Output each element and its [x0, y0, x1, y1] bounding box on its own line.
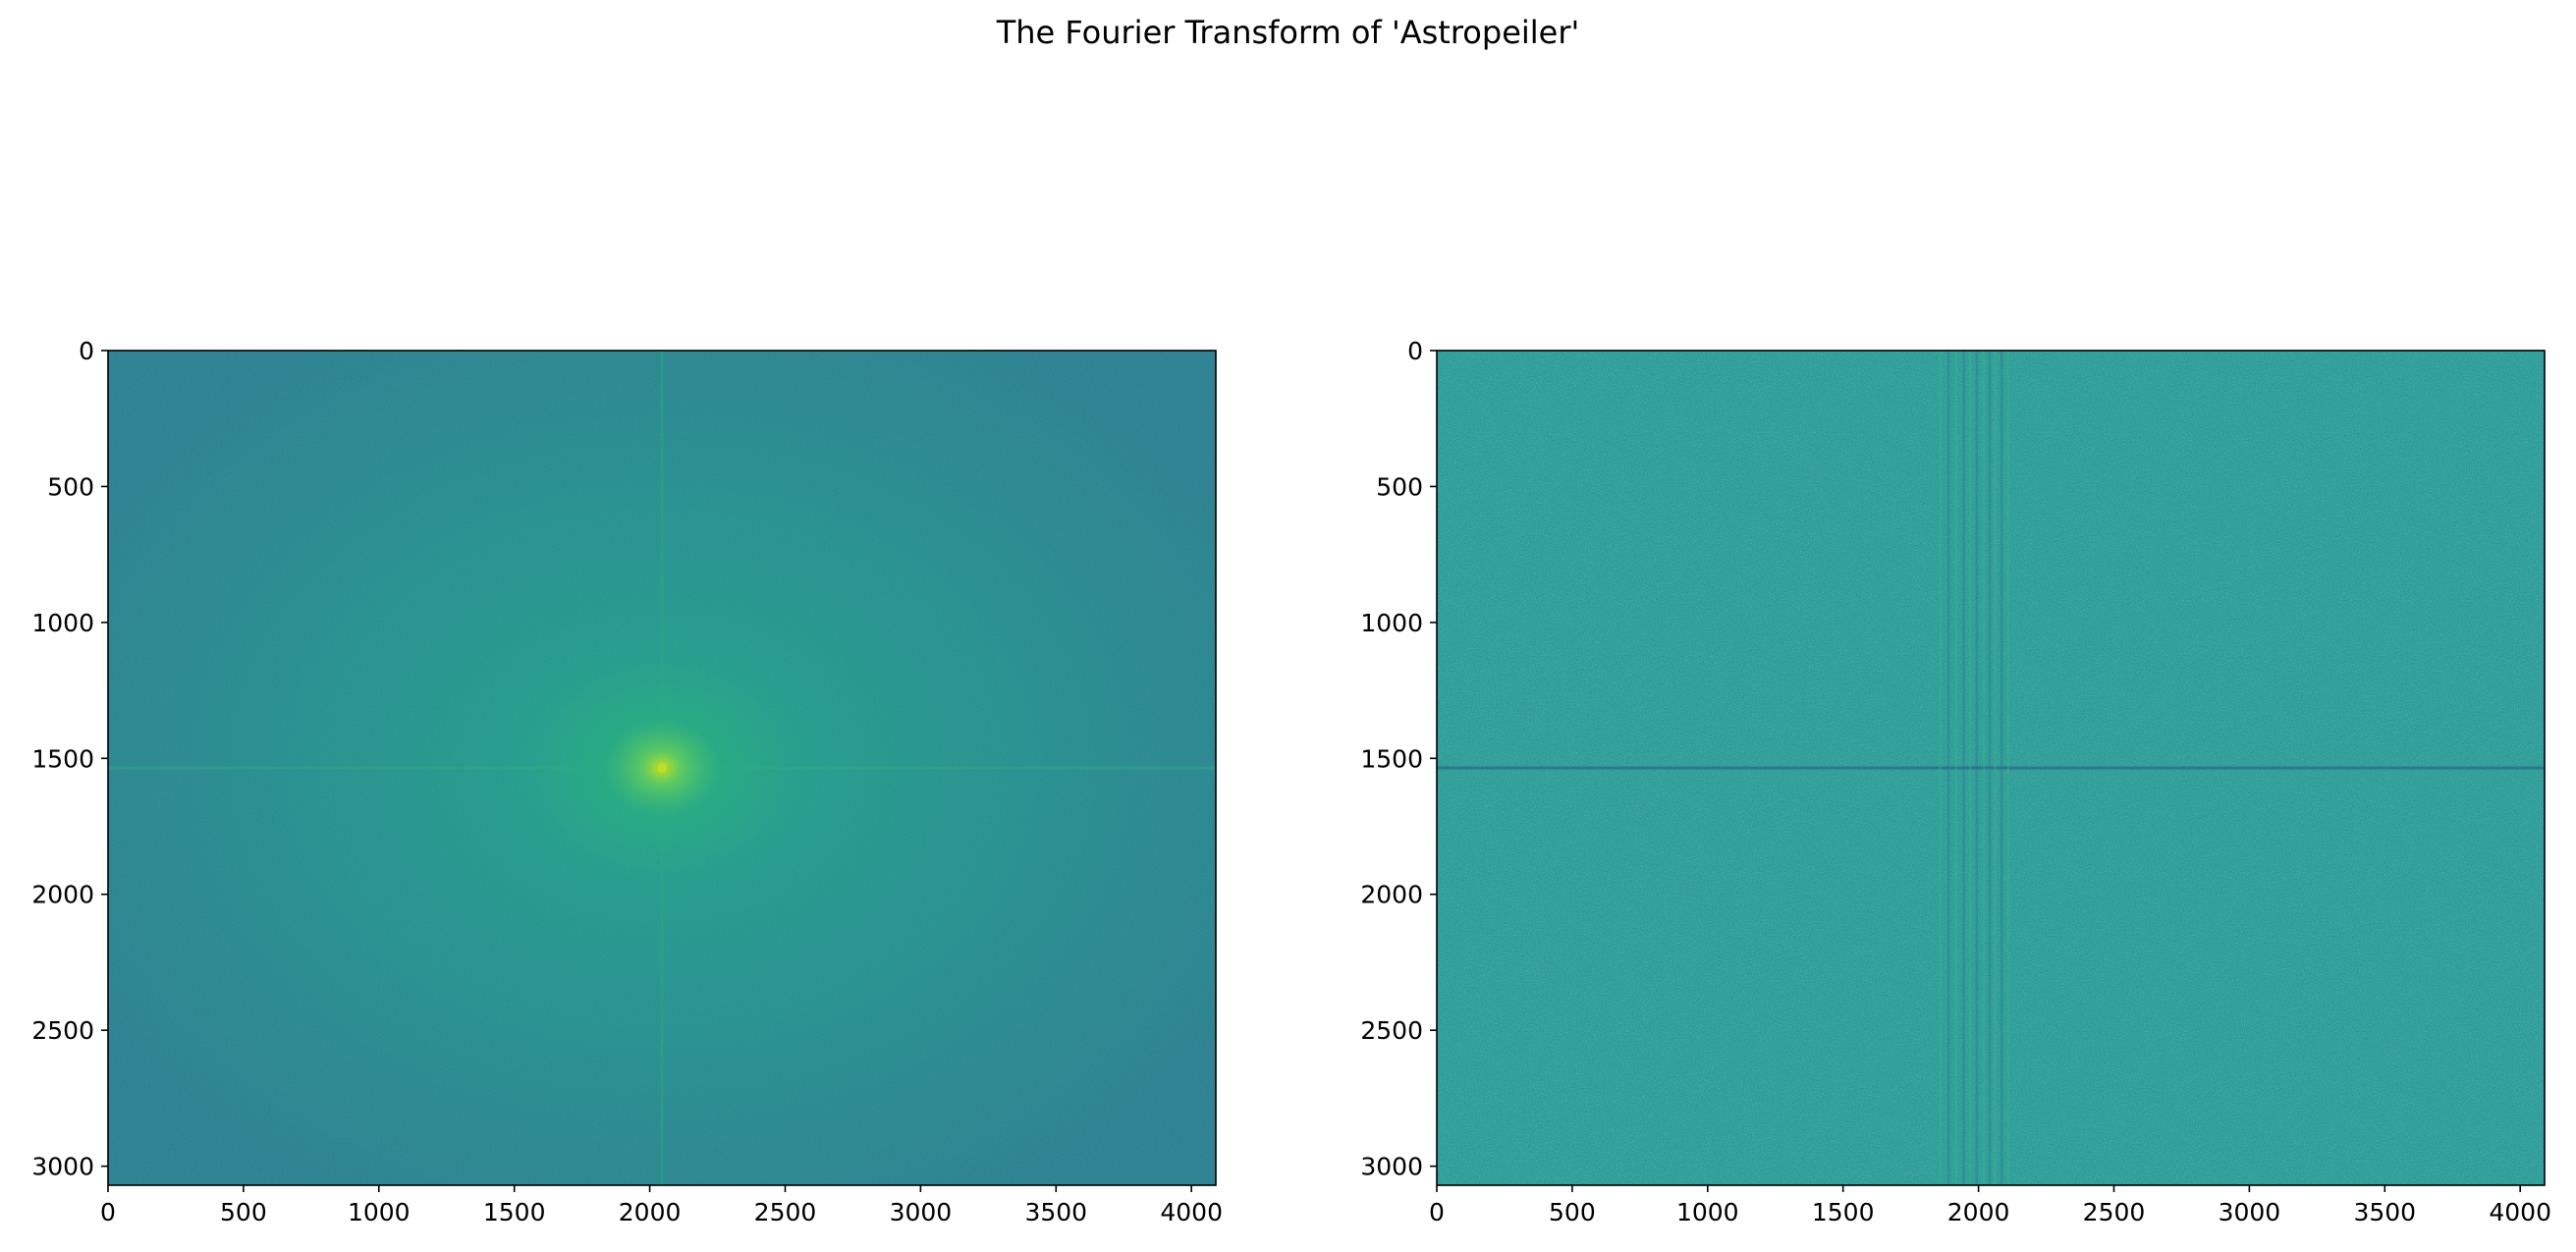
x-tick-label: 3500: [1024, 1198, 1087, 1226]
x-tick-label: 500: [1549, 1198, 1596, 1226]
x-tick-label: 3000: [890, 1198, 953, 1226]
y-tick-label: 0: [1407, 337, 1423, 365]
y-tick-label: 3000: [31, 1153, 94, 1181]
x-tick-label: 3500: [2353, 1198, 2416, 1226]
y-tick-label: 1500: [1360, 744, 1423, 773]
y-tick-label: 1000: [31, 609, 94, 637]
x-tick-label: 2000: [619, 1198, 682, 1226]
heatmap-image-0: [108, 351, 1216, 1185]
magnitude-panel: 0 500 1000 1500 2000 2500 3000 3500 4000 0 500 1000…: [31, 337, 1223, 1226]
y-tick-label: 2500: [1360, 1016, 1423, 1045]
x-tick-label: 1500: [483, 1198, 546, 1226]
axes-frame-0: [107, 350, 1217, 1186]
heatmap-image-1: [1437, 351, 2545, 1185]
y-tick-label: 1000: [1360, 609, 1423, 637]
x-tick-label: 2500: [754, 1198, 817, 1226]
x-tick-label: 3000: [2219, 1198, 2281, 1226]
phase-panel: 0 500 1000 1500 2000 2500 3000 3500 4000 0 500 1000…: [1360, 337, 2551, 1226]
y-tick-label: 2000: [1360, 881, 1423, 909]
x-tick-label: 500: [220, 1198, 267, 1226]
y-tick-label: 2000: [31, 881, 94, 909]
y-tick-label: 500: [1376, 472, 1423, 501]
x-tick-label: 0: [100, 1198, 116, 1226]
figure-suptitle: The Fourier Transform of 'Astropeiler': [996, 14, 1580, 51]
x-tick-label: 0: [1429, 1198, 1445, 1226]
y-tick-label: 1500: [31, 744, 94, 773]
x-tick-label: 1500: [1812, 1198, 1875, 1226]
y-tick-label: 3000: [1360, 1153, 1423, 1181]
axes-frame-1: [1436, 350, 2546, 1186]
x-tick-label: 1000: [348, 1198, 411, 1226]
y-tick-label: 2500: [31, 1016, 94, 1045]
y-tick-label: 500: [47, 472, 94, 501]
x-tick-label: 1000: [1676, 1198, 1739, 1226]
x-tick-label: 2000: [1947, 1198, 2010, 1226]
x-tick-label: 2500: [2083, 1198, 2146, 1226]
x-tick-label: 4000: [1160, 1198, 1223, 1226]
y-tick-label: 0: [79, 337, 94, 365]
x-tick-label: 4000: [2489, 1198, 2551, 1226]
